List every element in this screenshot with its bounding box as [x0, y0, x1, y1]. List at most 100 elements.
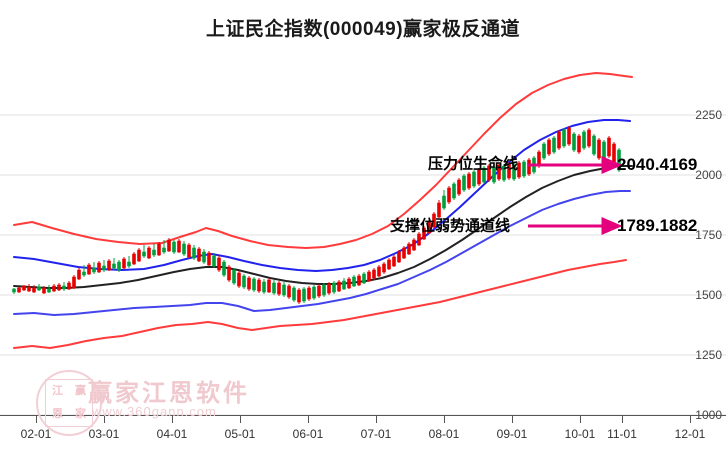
annotation-value-support: 1789.1882: [617, 216, 698, 235]
candlestick: [582, 130, 586, 150]
candlestick: [402, 246, 406, 259]
x-axis-tick-label: 03-01: [88, 427, 120, 441]
candlestick: [117, 260, 121, 272]
candlestick: [487, 164, 491, 182]
candlestick: [57, 283, 61, 291]
annotation-label-support: 支撑位弱势通道线: [390, 217, 511, 235]
y-axis-tick-label: 1750: [695, 228, 722, 242]
channel-line-upper-blue-strong-line: [13, 119, 631, 272]
candlestick: [457, 178, 461, 196]
candlestick: [517, 161, 521, 179]
candlestick: [362, 272, 366, 284]
candlestick: [192, 245, 196, 260]
candlestick: [112, 258, 116, 270]
x-axis-tick-label: 07-01: [360, 427, 392, 441]
candlestick: [597, 138, 601, 160]
candlestick: [482, 166, 486, 184]
page-title: 上证民企指数(000049)赢家极反通道: [205, 19, 521, 40]
candlestick: [602, 140, 606, 162]
x-axis-tick: [622, 415, 623, 423]
candlestick: [107, 259, 111, 271]
x-axis-tick: [36, 415, 37, 423]
x-axis-tick: [240, 415, 241, 423]
candlestick: [397, 250, 401, 263]
candlestick: [217, 255, 221, 272]
x-axis-tick: [690, 415, 691, 423]
candlestick: [512, 163, 516, 181]
candlestick: [367, 270, 371, 282]
watermark-brand: 赢家江恩软件: [88, 380, 250, 407]
candlestick: [167, 238, 171, 252]
annotation-label-resistance: 压力位生命线: [428, 155, 519, 173]
watermark-seal-char: 江: [52, 385, 63, 397]
candlestick: [22, 285, 26, 291]
candlestick: [222, 260, 226, 277]
candlestick: [472, 170, 476, 188]
candlestick: [532, 156, 536, 174]
candlestick: [227, 265, 231, 282]
candlestick: [252, 277, 256, 292]
candlestick: [12, 288, 16, 294]
candlestick: [317, 284, 321, 298]
candlestick: [587, 128, 591, 148]
candlestick: [172, 240, 176, 254]
candlestick: [137, 248, 141, 262]
candlestick: [612, 142, 616, 166]
candlestick: [417, 232, 421, 246]
watermark-seal-char: 家: [75, 408, 86, 420]
candlestick: [37, 284, 41, 291]
x-axis-tick: [172, 415, 173, 423]
candlestick: [157, 242, 161, 256]
candlestick: [337, 280, 341, 292]
candlestick: [77, 268, 81, 280]
x-axis-tick: [444, 415, 445, 423]
channel-line-upper-red-resistance-band: [13, 72, 633, 249]
candlestick: [447, 186, 451, 204]
x-axis-tick-label: 12-01: [674, 427, 706, 441]
watermark-seal-char: 赢: [75, 385, 86, 397]
candlestick: [537, 150, 541, 168]
candlestick: [412, 238, 416, 251]
candlestick: [142, 245, 146, 258]
watermark-url: www.360gann.com: [92, 404, 217, 419]
candlestick: [387, 258, 391, 270]
candlestick: [187, 243, 191, 258]
annotation-value-resistance: 2040.4169: [617, 155, 698, 174]
candlestick: [392, 255, 396, 267]
candlestick: [262, 279, 266, 294]
candlestick: [427, 220, 431, 234]
candlestick: [27, 284, 31, 292]
candlestick: [452, 182, 456, 200]
candlestick: [322, 283, 326, 297]
candlestick: [292, 286, 296, 302]
candlestick: [47, 285, 51, 293]
candlestick: [592, 134, 596, 156]
candlestick: [377, 265, 381, 277]
candlestick: [247, 276, 251, 291]
candlestick: [577, 134, 581, 154]
candlestick: [232, 268, 236, 285]
candlestick: [147, 246, 151, 259]
watermark-seal-icon: 江赢恩家: [36, 370, 102, 436]
candlestick: [497, 163, 501, 181]
candlestick: [547, 138, 551, 156]
candlestick: [282, 282, 286, 297]
candlestick: [127, 256, 131, 268]
candlestick: [272, 280, 276, 295]
candlestick: [102, 260, 106, 272]
x-axis-tick-label: 08-01: [428, 427, 460, 441]
candlestick: [347, 277, 351, 289]
candlestick: [542, 142, 546, 160]
candlestick: [82, 265, 86, 277]
candlestick: [607, 136, 611, 158]
candlestick: [552, 136, 556, 154]
chart-canvas: [0, 72, 726, 415]
candlestick: [342, 278, 346, 290]
candlestick: [277, 281, 281, 296]
candlestick: [492, 165, 496, 184]
candlestick: [527, 158, 531, 176]
candlestick: [17, 287, 21, 293]
y-axis-tick-label: 2250: [695, 108, 722, 122]
x-axis-tick: [308, 415, 309, 423]
